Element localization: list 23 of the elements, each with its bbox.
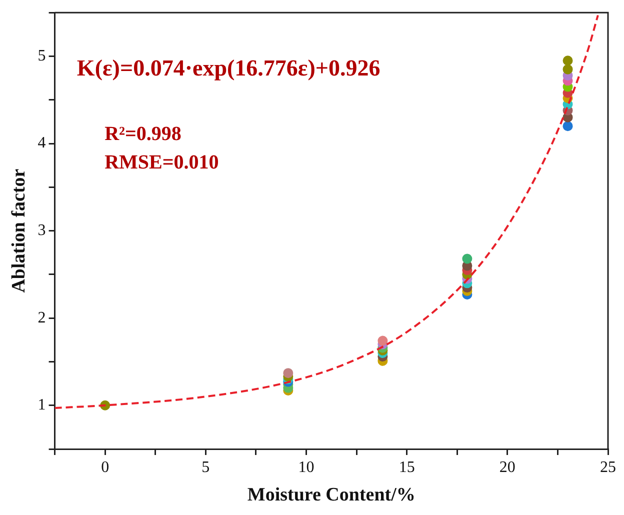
y-tick-label: 5	[38, 47, 46, 64]
point	[562, 121, 573, 132]
y-tick-label: 3	[38, 222, 46, 240]
x-axis-title: Moisture Content/%	[247, 484, 416, 506]
annotation: RMSE=0.010	[104, 151, 219, 174]
y-tick-label: 1	[38, 396, 46, 414]
line-series	[54, 14, 599, 409]
point	[462, 254, 472, 264]
x-tick-label: 25	[600, 458, 616, 476]
point	[283, 368, 294, 378]
annotation: K(ε)=0.074·exp(16.776ε)+0.926	[76, 55, 380, 80]
point	[378, 336, 388, 346]
y-tick-label: 2	[38, 309, 46, 326]
x-tick-label: 10	[298, 458, 314, 476]
y-axis-title: Ablation factor	[8, 168, 30, 293]
x-tick-label: 15	[398, 458, 415, 476]
point	[562, 64, 573, 74]
annotation: R²=0.998	[104, 122, 182, 145]
x-tick-label: 20	[499, 458, 516, 476]
y-tick-label: 4	[38, 134, 46, 152]
x-tick-label: 0	[101, 458, 110, 476]
x-tick-label: 5	[202, 458, 210, 476]
point	[562, 56, 573, 66]
